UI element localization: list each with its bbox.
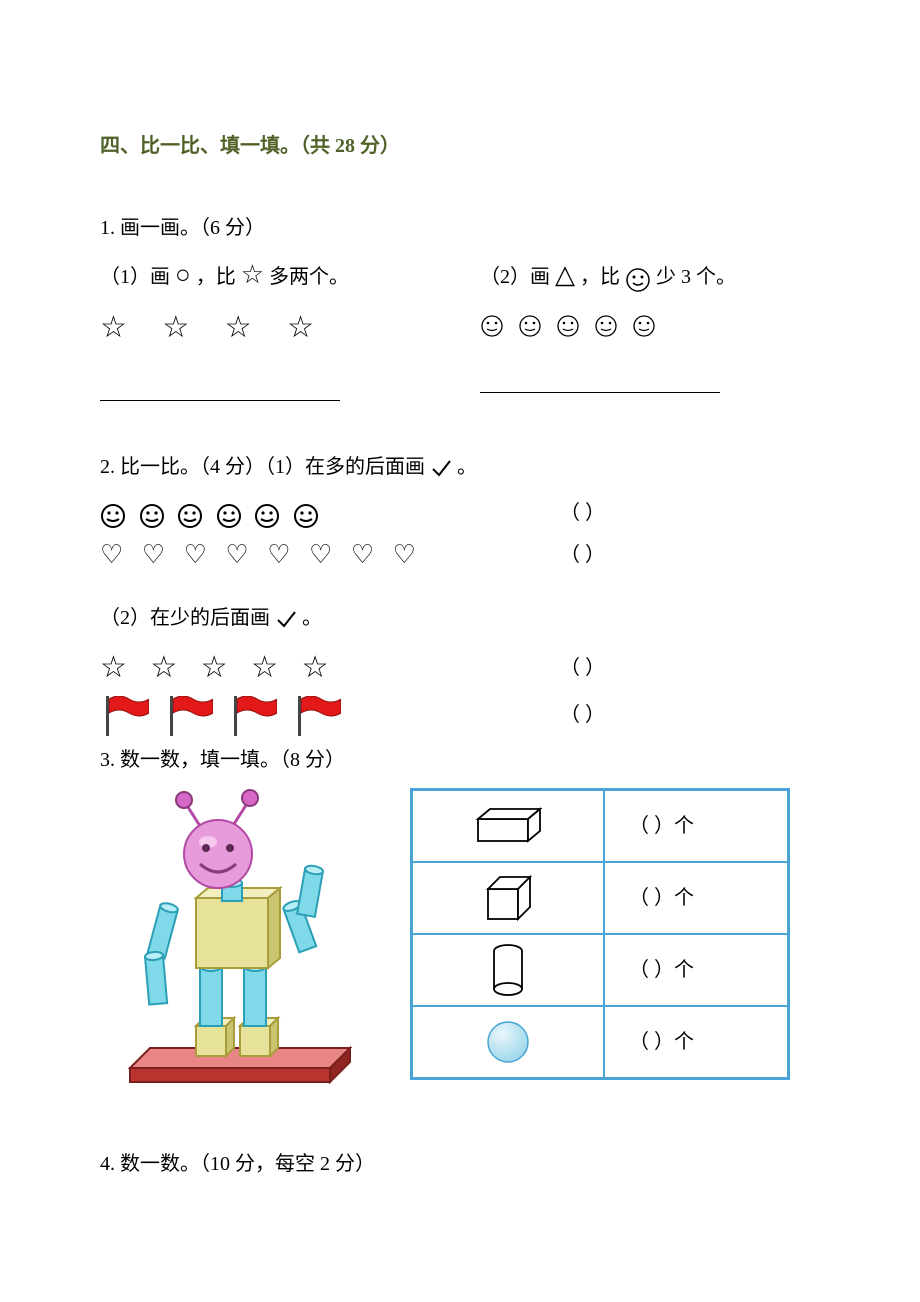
table-answer[interactable]: （ ）个 xyxy=(604,789,789,862)
cuboid-icon xyxy=(412,789,605,862)
table-row: （ ）个 xyxy=(412,789,789,862)
q2-row4-flags xyxy=(100,692,520,738)
check-icon xyxy=(430,451,452,483)
cylinder-icon xyxy=(412,934,605,1006)
q2-row3: ☆ ☆ ☆ ☆ ☆ （ ） xyxy=(100,644,820,692)
flag-icon xyxy=(298,696,342,736)
q2-block: 2. 比一比。（4 分）（1）在多的后面画 。 （ ） ♡ ♡ ♡ ♡ ♡ ♡ … xyxy=(100,451,820,738)
q3-prompt: 3. 数一数，填一填。（8 分） xyxy=(100,744,820,776)
q1-sub2-post: 少 3 个。 xyxy=(656,266,736,288)
q1-subrow: （1）画 ○ ，比 ☆ 多两个。 ☆ ☆ ☆ ☆ （2）画 △ ，比 xyxy=(100,254,820,401)
table-row: （ ）个 xyxy=(412,934,789,1006)
q1-sub1-post: 多两个。 xyxy=(269,266,349,288)
worksheet-page: 四、比一比、填一填。（共 28 分） 1. 画一画。（6 分） （1）画 ○ ，… xyxy=(0,0,920,1240)
circle-glyph: ○ xyxy=(175,260,191,289)
q2-row2-paren[interactable]: （ ） xyxy=(560,539,605,571)
table-answer[interactable]: （ ）个 xyxy=(604,934,789,1006)
section-title: 四、比一比、填一填。（共 28 分） xyxy=(100,130,820,162)
q2-prompt-tail: 。 xyxy=(457,456,477,478)
q1-sub1-mid: ，比 xyxy=(196,266,241,288)
sphere-icon xyxy=(412,1006,605,1079)
q1-sub1-answer-line[interactable] xyxy=(100,372,340,401)
table-row: （ ）个 xyxy=(412,1006,789,1079)
q1-prompt: 1. 画一画。（6 分） xyxy=(100,212,820,244)
triangle-glyph: △ xyxy=(555,260,575,289)
flag-row xyxy=(100,692,520,738)
smiley-circle-icon xyxy=(625,262,651,294)
check-icon xyxy=(275,602,297,634)
cube-icon xyxy=(412,862,605,934)
robot-figure xyxy=(100,788,380,1088)
q2-row3-paren[interactable]: （ ） xyxy=(560,652,605,684)
q2-row3-shapes: ☆ ☆ ☆ ☆ ☆ xyxy=(100,644,520,692)
flag-icon xyxy=(170,696,214,736)
flag-icon xyxy=(106,696,150,736)
q1-sub2: （2）画 △ ，比 少 3 个。 xyxy=(480,254,820,401)
table-answer[interactable]: （ ）个 xyxy=(604,862,789,934)
q2-prompt: 2. 比一比。（4 分）（1）在多的后面画 。 xyxy=(100,451,820,483)
q1-sub2-answer-line[interactable] xyxy=(480,364,720,393)
q2-row1: （ ） xyxy=(100,493,820,535)
flag-icon xyxy=(234,696,278,736)
star-glyph: ☆ xyxy=(241,260,264,289)
q1-sub1: （1）画 ○ ，比 ☆ 多两个。 ☆ ☆ ☆ ☆ xyxy=(100,254,440,401)
q2-row4-paren[interactable]: （ ） xyxy=(560,699,605,731)
q2-sub2-text: （2）在少的后面画 xyxy=(100,607,275,629)
q2-prompt-text: 2. 比一比。（4 分）（1）在多的后面画 xyxy=(100,456,430,478)
q2-row1-paren[interactable]: （ ） xyxy=(560,497,605,529)
q1-sub2-mid: ，比 xyxy=(580,266,625,288)
q2-sub2-prompt: （2）在少的后面画 。 xyxy=(100,602,820,634)
table-row: （ ）个 xyxy=(412,862,789,934)
q1-sub1-text: （1）画 ○ ，比 ☆ 多两个。 xyxy=(100,254,440,296)
q2-row4: （ ） xyxy=(100,692,820,738)
table-answer[interactable]: （ ）个 xyxy=(604,1006,789,1079)
q4-prompt: 4. 数一数。（10 分，每空 2 分） xyxy=(100,1148,820,1180)
q1-sub2-text: （2）画 △ ，比 少 3 个。 xyxy=(480,254,820,296)
q2-row1-shapes xyxy=(100,493,520,535)
count-table: （ ）个 （ ）个 xyxy=(410,788,790,1080)
q3-wrap: （ ）个 （ ）个 xyxy=(100,788,820,1088)
q1-sub1-pre: （1）画 xyxy=(100,266,175,288)
q1-sub2-pre: （2）画 xyxy=(480,266,550,288)
q2-row2: ♡ ♡ ♡ ♡ ♡ ♡ ♡ ♡ （ ） xyxy=(100,534,820,576)
smiley-row xyxy=(480,312,656,338)
q1-sub2-smileys xyxy=(480,306,820,344)
q2-sub2-tail: 。 xyxy=(302,607,322,629)
q2-row2-shapes: ♡ ♡ ♡ ♡ ♡ ♡ ♡ ♡ xyxy=(100,534,520,576)
q1-sub1-stars: ☆ ☆ ☆ ☆ xyxy=(100,304,440,352)
